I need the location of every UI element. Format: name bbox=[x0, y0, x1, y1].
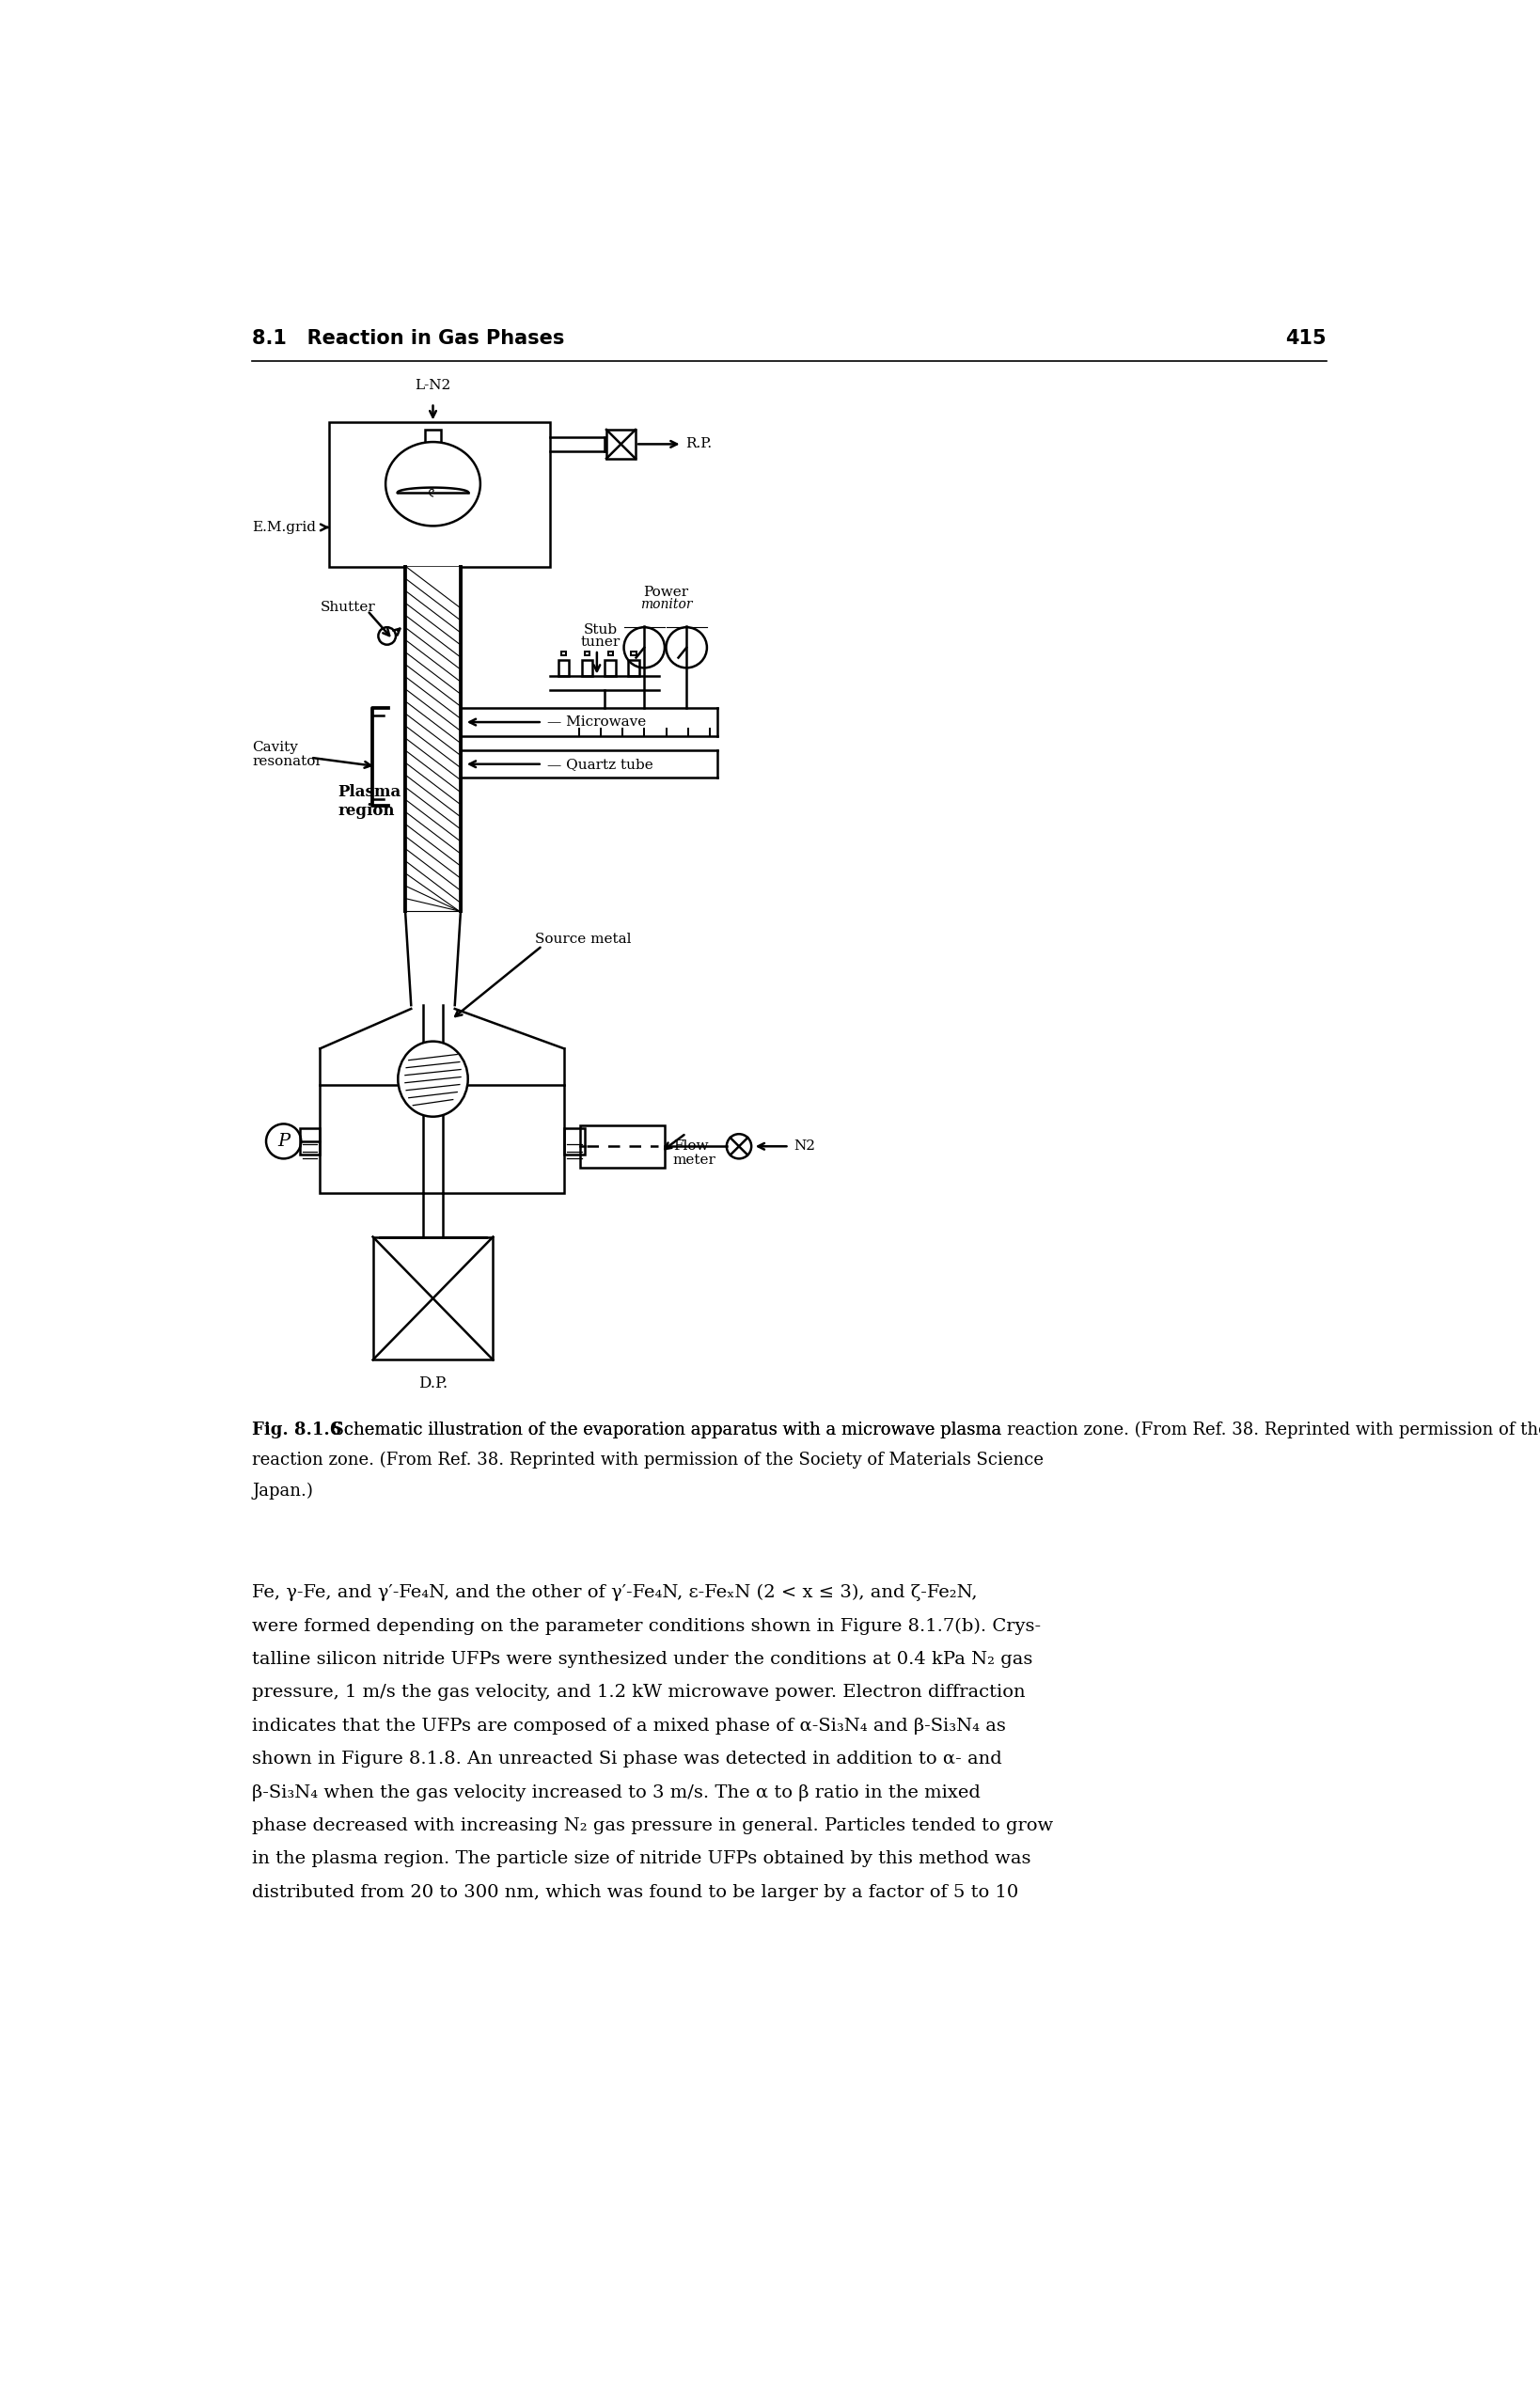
Bar bbox=[320, 1084, 564, 1192]
Text: R.P.: R.P. bbox=[685, 438, 711, 450]
Text: pressure, 1 m/s the gas velocity, and 1.2 kW microwave power. Electron diffracti: pressure, 1 m/s the gas velocity, and 1.… bbox=[253, 1685, 1026, 1702]
Text: Source metal: Source metal bbox=[534, 933, 631, 945]
Text: E.M.grid: E.M.grid bbox=[253, 522, 316, 534]
Text: resonator: resonator bbox=[253, 755, 322, 769]
Text: — Quartz tube: — Quartz tube bbox=[547, 757, 653, 772]
Bar bbox=[373, 1236, 493, 1361]
Text: Schematic illustration of the evaporation apparatus with a microwave plasma reac: Schematic illustration of the evaporatio… bbox=[322, 1421, 1540, 1438]
Text: reaction zone. (From Ref. 38. Reprinted with permission of the Society of Materi: reaction zone. (From Ref. 38. Reprinted … bbox=[253, 1452, 1044, 1469]
Text: D.P.: D.P. bbox=[419, 1375, 448, 1392]
Bar bbox=[631, 651, 636, 656]
Bar bbox=[628, 659, 639, 676]
Bar bbox=[561, 651, 567, 656]
Bar bbox=[608, 651, 613, 656]
Text: in the plasma region. The particle size of nitride UFPs obtained by this method : in the plasma region. The particle size … bbox=[253, 1851, 1032, 1868]
Text: monitor: monitor bbox=[641, 599, 691, 611]
Text: were formed depending on the parameter conditions shown in Figure 8.1.7(b). Crys: were formed depending on the parameter c… bbox=[253, 1618, 1041, 1635]
Text: Cavity: Cavity bbox=[253, 740, 299, 755]
Text: 415: 415 bbox=[1286, 329, 1326, 349]
Text: P: P bbox=[277, 1132, 290, 1149]
Text: indicates that the UFPs are composed of a mixed phase of α-Si₃N₄ and β-Si₃N₄ as: indicates that the UFPs are composed of … bbox=[253, 1716, 1006, 1733]
Text: meter: meter bbox=[673, 1154, 716, 1166]
Text: — Microwave: — Microwave bbox=[547, 716, 647, 728]
Bar bbox=[330, 423, 550, 567]
Ellipse shape bbox=[385, 442, 480, 526]
Text: L-N2: L-N2 bbox=[414, 380, 451, 392]
Text: Power: Power bbox=[644, 584, 688, 599]
Bar bbox=[425, 430, 440, 450]
Text: distributed from 20 to 300 nm, which was found to be larger by a factor of 5 to : distributed from 20 to 300 nm, which was… bbox=[253, 1885, 1019, 1902]
Text: Plasma: Plasma bbox=[339, 784, 402, 801]
Text: β-Si₃N₄ when the gas velocity increased to 3 m/s. The α to β ratio in the mixed: β-Si₃N₄ when the gas velocity increased … bbox=[253, 1784, 981, 1801]
Bar bbox=[300, 1127, 320, 1154]
Bar bbox=[605, 659, 616, 676]
Text: region: region bbox=[339, 803, 396, 817]
Text: talline silicon nitride UFPs were synthesized under the conditions at 0.4 kPa N₂: talline silicon nitride UFPs were synthe… bbox=[253, 1652, 1033, 1668]
Text: phase decreased with increasing N₂ gas pressure in general. Particles tended to : phase decreased with increasing N₂ gas p… bbox=[253, 1817, 1053, 1834]
Text: Fig. 8.1.6: Fig. 8.1.6 bbox=[253, 1421, 342, 1438]
Text: tuner: tuner bbox=[581, 637, 621, 649]
Bar bbox=[582, 659, 593, 676]
Bar bbox=[607, 430, 636, 459]
Text: Japan.): Japan.) bbox=[253, 1483, 313, 1500]
Bar bbox=[559, 659, 570, 676]
Bar bbox=[564, 1127, 585, 1154]
Bar bbox=[581, 1125, 664, 1168]
Ellipse shape bbox=[397, 1041, 468, 1115]
Text: Stub: Stub bbox=[584, 623, 618, 637]
Text: Fe, γ-Fe, and γ′-Fe₄N, and the other of γ′-Fe₄N, ε-FeₓN (2 < x ≤ 3), and ζ-Fe₂N,: Fe, γ-Fe, and γ′-Fe₄N, and the other of … bbox=[253, 1584, 978, 1601]
Text: Shutter: Shutter bbox=[320, 601, 376, 613]
Text: Schematic illustration of the evaporation apparatus with a microwave plasma: Schematic illustration of the evaporatio… bbox=[322, 1421, 1001, 1438]
Text: N2: N2 bbox=[793, 1139, 815, 1154]
Bar bbox=[585, 651, 590, 656]
Text: Flow: Flow bbox=[673, 1139, 708, 1152]
Text: shown in Figure 8.1.8. An unreacted Si phase was detected in addition to α- and: shown in Figure 8.1.8. An unreacted Si p… bbox=[253, 1750, 1003, 1767]
Text: 8.1   Reaction in Gas Phases: 8.1 Reaction in Gas Phases bbox=[253, 329, 565, 349]
Bar bbox=[407, 567, 460, 911]
